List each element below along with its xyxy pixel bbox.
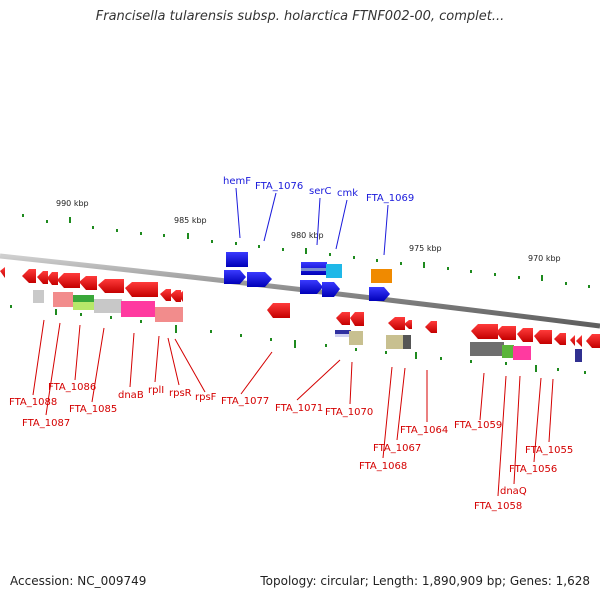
accession-text: Accession: NC_009749 xyxy=(10,574,147,588)
feature-boxes xyxy=(33,290,582,362)
reverse-strand-genes xyxy=(0,267,600,348)
feature-fta-1086-bottom[interactable] xyxy=(73,302,94,310)
feature-fta-1053-box[interactable] xyxy=(575,349,582,362)
scale-label-980kbp: 980 kbp xyxy=(291,231,324,240)
gene-fta-1071-fwd-b[interactable] xyxy=(322,282,340,297)
gene-fta-1071[interactable] xyxy=(336,312,350,325)
gene-label-fta-1087: FTA_1087 xyxy=(22,418,70,429)
gene-label-rpsF: rpsF xyxy=(195,392,217,403)
gene-cmk[interactable] xyxy=(326,264,342,278)
gene-label-cmk: cmk xyxy=(337,188,358,199)
feature-fta-1086-top[interactable] xyxy=(73,295,94,302)
gene-fta-1070[interactable] xyxy=(350,312,364,326)
gene-label-fta-1070: FTA_1070 xyxy=(325,407,373,418)
gene-fta-1069-b[interactable] xyxy=(369,287,390,301)
gene-label-fta-1077: FTA_1077 xyxy=(221,396,269,407)
scale-label-975kbp: 975 kbp xyxy=(409,244,442,253)
gene-rpsR-b[interactable] xyxy=(170,290,181,302)
feature-rpsF[interactable] xyxy=(155,307,183,322)
gene-fta-1055[interactable] xyxy=(554,333,566,345)
gene-label-dnaB: dnaB xyxy=(118,390,144,401)
gene-label-rpsR: rpsR xyxy=(169,388,192,399)
outer-tick-row xyxy=(22,214,590,288)
gene-label-fta-1069: FTA_1069 xyxy=(366,193,414,204)
scale-label-970kbp: 970 kbp xyxy=(528,254,561,263)
gene-label-fta-1076: FTA_1076 xyxy=(255,181,303,192)
gene-fta-1053[interactable] xyxy=(576,335,582,347)
feature-dnaB[interactable] xyxy=(121,301,155,317)
gene-rplI[interactable] xyxy=(125,282,158,297)
gene-fta-1089[interactable] xyxy=(0,267,5,278)
gene-fta-1077[interactable] xyxy=(267,303,290,318)
gene-fta-1086[interactable] xyxy=(57,273,80,288)
feature-fta-1059-box[interactable] xyxy=(470,342,504,356)
gene-label-fta-1071: FTA_1071 xyxy=(275,403,323,414)
gene-fta-1052[interactable] xyxy=(586,334,600,348)
scale-label-990kbp: 990 kbp xyxy=(56,199,89,208)
gene-fta-1088-b[interactable] xyxy=(37,271,48,284)
feature-fta-1071-box-mid[interactable] xyxy=(335,334,351,337)
gene-fta-1067[interactable] xyxy=(404,320,412,329)
gene-label-fta-1058: FTA_1058 xyxy=(474,501,522,512)
gene-fta-1059[interactable] xyxy=(471,324,498,339)
gene-fta-1087-a[interactable] xyxy=(47,272,58,285)
feature-fta-1067-box[interactable] xyxy=(403,335,411,349)
feature-fta-1088[interactable] xyxy=(33,290,44,303)
gene-label-fta-1055: FTA_1055 xyxy=(525,445,573,456)
bottom-label-leaders xyxy=(32,319,554,497)
map-title: Francisella tularensis subsp. holarctica… xyxy=(95,9,505,24)
gene-fta-1068[interactable] xyxy=(388,317,405,330)
gene-rpsR[interactable] xyxy=(160,289,171,301)
gene-fta-1054[interactable] xyxy=(570,335,575,346)
feature-dnaQ-box[interactable] xyxy=(502,345,514,358)
gene-fta-1056[interactable] xyxy=(534,330,552,344)
gene-fta-1069[interactable] xyxy=(371,269,392,283)
gene-fta-1088-a[interactable] xyxy=(22,269,36,283)
gene-label-fta-1068: FTA_1068 xyxy=(359,461,407,472)
gene-fta-1058[interactable] xyxy=(496,326,516,340)
genome-stats-text: Topology: circular; Length: 1,890,909 bp… xyxy=(260,574,590,588)
inner-tick-row xyxy=(10,305,586,374)
feature-fta-1070-box[interactable] xyxy=(349,331,363,345)
feature-fta-1058-box[interactable] xyxy=(513,346,531,360)
gene-label-fta-1067: FTA_1067 xyxy=(373,443,421,454)
gene-serC-strip xyxy=(301,268,327,271)
gene-label-hemF: hemF xyxy=(223,176,251,187)
gene-label-fta-1086: FTA_1086 xyxy=(48,382,96,393)
forward-strand-genes xyxy=(224,252,392,301)
gene-label-rplI: rplI xyxy=(148,385,164,396)
gene-fta-1085[interactable] xyxy=(79,276,97,290)
gene-dnaQ[interactable] xyxy=(517,328,533,342)
gene-rpsF[interactable] xyxy=(178,291,183,302)
gene-label-fta-1088: FTA_1088 xyxy=(9,397,57,408)
gene-fta-1076-b[interactable] xyxy=(247,272,272,287)
gene-label-fta-1085: FTA_1085 xyxy=(69,404,117,415)
gene-dnaB[interactable] xyxy=(98,279,124,293)
top-label-leaders xyxy=(235,187,389,256)
feature-fta-1087[interactable] xyxy=(53,292,73,307)
gene-label-dnaQ: dnaQ xyxy=(500,486,527,497)
gene-label-fta-1064: FTA_1064 xyxy=(400,425,448,436)
feature-fta-1085[interactable] xyxy=(94,299,122,313)
gene-hemF[interactable] xyxy=(226,252,248,267)
gene-fta-1071-fwd-a[interactable] xyxy=(300,280,323,294)
gene-label-fta-1056: FTA_1056 xyxy=(509,464,557,475)
gene-label-serC: serC xyxy=(309,186,331,197)
gene-fta-1064[interactable] xyxy=(425,321,437,333)
scale-label-985kbp: 985 kbp xyxy=(174,216,207,225)
feature-fta-1071-box-top[interactable] xyxy=(335,330,351,337)
gene-label-fta-1059: FTA_1059 xyxy=(454,420,502,431)
gene-fta-1076-a[interactable] xyxy=(224,270,246,284)
